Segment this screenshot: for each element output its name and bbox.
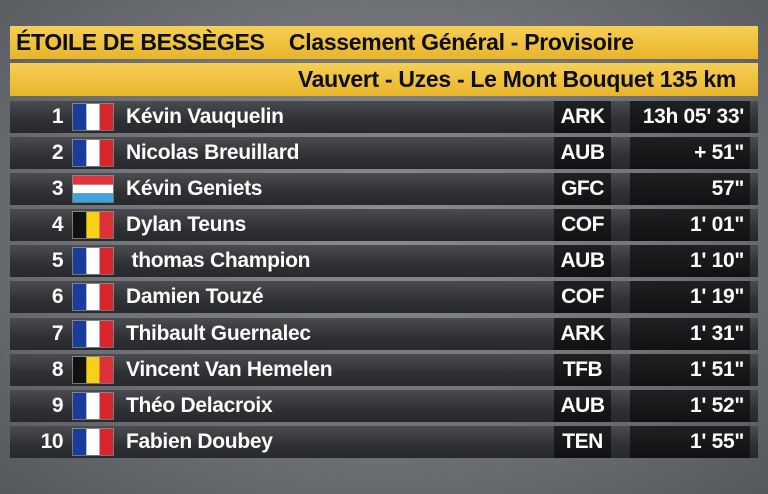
team-code: COF [554,209,611,242]
france-flag-icon [73,392,113,419]
belgium-flag-icon [73,212,113,239]
gc-time: 1' 55" [630,425,750,458]
standings-row: 7 Thibault Guernalec ARK 1' 31" [10,317,758,350]
gc-time: 1' 10" [630,245,750,278]
rider-rank: 4 [51,213,64,237]
team-code: AUB [554,245,611,278]
team-code: GFC [554,173,611,206]
standings-row: 6 Damien Touzé COF 1' 19" [10,281,758,314]
rider-name: Théo Delacroix [126,393,273,417]
team-code: AUB [554,137,611,170]
race-name: ÉTOILE DE BESSÈGES [16,29,265,55]
gc-time: 1' 19" [630,281,750,314]
gc-time: 13h 05' 33' [630,101,750,133]
rider-name: Kévin Geniets [126,177,263,201]
standings-row: 1 Kévin Vauquelin ARK 13h 05' 33' [10,101,758,133]
gc-time: + 51" [630,137,750,170]
rider-rank: 5 [51,249,64,273]
rider-name: Nicolas Breuillard [126,141,300,165]
classification-title: Classement Général - Provisoire [288,29,634,55]
gc-time: 1' 01" [630,209,750,242]
stage-route: Vauvert - Uzes - Le Mont Bouquet 135 km [10,63,758,96]
standings-table: 1 Kévin Vauquelin ARK 13h 05' 33' 2 Nico… [10,101,758,462]
standings-row: 4 Dylan Teuns COF 1' 01" [10,209,758,242]
classification-header: ÉTOILE DE BESSÈGES Classement Général - … [10,26,758,59]
gc-time: 57" [630,173,750,206]
gc-time: 1' 51" [630,353,750,386]
rider-rank: 8 [51,357,64,381]
france-flag-icon [73,248,113,275]
standings-row: 2 Nicolas Breuillard AUB + 51" [10,137,758,170]
rider-name: Dylan Teuns [126,213,247,237]
standings-row: 10 Fabien Doubey TEN 1' 55" [10,425,758,458]
rider-rank: 10 [40,429,64,453]
team-code: ARK [554,317,611,350]
rider-rank: 6 [51,285,64,309]
standings-row: 8 Vincent Van Hemelen TFB 1' 51" [10,353,758,386]
france-flag-icon [73,104,113,130]
france-flag-icon [73,428,113,455]
rider-name: Vincent Van Hemelen [126,357,333,381]
rider-name: Fabien Doubey [126,429,273,453]
team-code: TFB [554,353,611,386]
luxembourg-flag-icon [73,176,113,203]
gc-time: 1' 52" [630,389,750,422]
belgium-flag-icon [73,356,113,383]
france-flag-icon [73,284,113,311]
rider-name: Damien Touzé [126,285,264,309]
rider-rank: 2 [51,141,64,165]
standings-row: 3 Kévin Geniets GFC 57" [10,173,758,206]
rider-rank: 9 [51,393,64,417]
rider-rank: 1 [51,105,64,128]
gc-time: 1' 31" [630,317,750,350]
france-flag-icon [73,320,113,347]
rider-name: Kévin Vauquelin [126,105,284,128]
france-flag-icon [73,140,113,167]
standings-row: 9 Théo Delacroix AUB 1' 52" [10,389,758,422]
rider-rank: 7 [51,321,64,345]
team-code: COF [554,281,611,314]
team-code: TEN [554,425,611,458]
rider-name: Thibault Guernalec [126,321,311,345]
standings-row: 5 thomas Champion AUB 1' 10" [10,245,758,278]
rider-name: thomas Champion [126,249,311,273]
rider-rank: 3 [51,177,64,201]
team-code: AUB [554,389,611,422]
team-code: ARK [554,101,611,133]
